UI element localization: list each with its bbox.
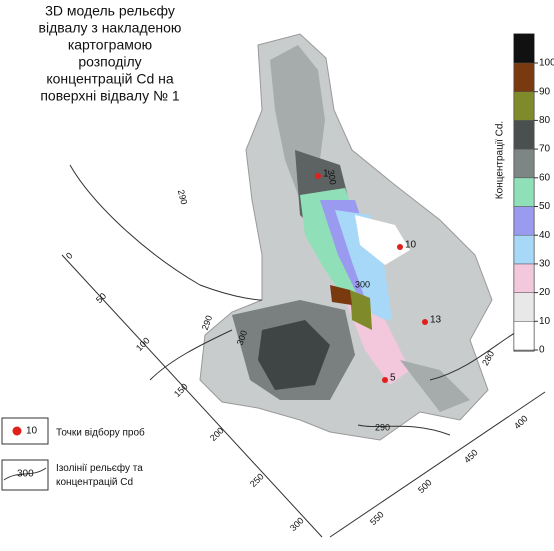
legend-text: Ізолінії рельєфу та концентрацій Cd [56,462,143,488]
colorbar-band [514,120,534,149]
colorbar-tick-label: 50 [539,201,551,212]
colorbar-band [514,92,534,121]
title-line: концентрацій Cd на [46,71,174,87]
page: 3D модель рельєфувідвалу з накладеноюкар… [0,0,554,551]
contour-label: 290 [176,189,190,206]
contour-label: 300 [355,279,370,289]
colorbar-band [514,293,534,322]
sample-point [397,244,403,250]
axis-label: 400 [512,413,530,431]
title-line: картограмою [68,37,152,53]
colorbar-band [514,207,534,236]
contour-label: 280 [480,349,496,367]
colorbar-tick-label: 10 [539,316,551,327]
colorbar-tick-label: 30 [539,259,551,270]
colorbar-over [514,34,534,63]
axis-label: 300 [288,515,306,533]
colorbar-tick-label: 40 [539,230,551,241]
colorbar-tick-label: 100 [539,58,554,69]
colorbar-band [514,178,534,207]
colorbar-tick-label: 70 [539,144,551,155]
legend-marker-label: 10 [26,426,38,437]
colorbar-title: Концентрації Cd. [495,121,506,199]
title-line: розподілу [78,54,141,70]
colorbar-tick-label: 0 [539,345,545,356]
axis-label: 500 [416,477,434,495]
sample-point [422,319,428,325]
sample-point-label: 5 [390,373,396,384]
colorbar-band [514,264,534,293]
colorbar-band [514,149,534,178]
sample-point-label: 1 [323,169,329,180]
legend-text-line: Ізолінії рельєфу та [56,462,143,474]
title-line: відвалу з накладеною [39,20,182,36]
axis-label: 550 [368,509,386,527]
title-line: поверхні відвалу № 1 [40,88,180,104]
colorbar-tick-label: 90 [539,86,551,97]
axis-label: 200 [208,425,226,443]
axis-label: 450 [462,447,480,465]
colorbar-band [514,63,534,92]
colorbar-band [514,321,534,350]
axis-label: 100 [134,335,152,353]
colorbar-tick-label: 60 [539,172,551,183]
colorbar-band [514,235,534,264]
legend-text-line: концентрацій Cd [56,477,133,488]
legend-point [13,427,22,436]
contour-label: 290 [375,422,390,432]
colorbar-tick-label: 80 [539,115,551,126]
colorbar-tick-label: 20 [539,287,551,298]
axis-label: 250 [248,471,266,489]
legend-box [2,418,48,444]
axis-label: 150 [172,381,190,399]
isoline [70,165,262,300]
sample-point-label: 10 [405,240,417,251]
legend-marker-label: 300 [17,469,34,480]
sample-point-label: 13 [430,315,442,326]
sample-point [315,173,321,179]
legend-text: Точки відбору проб [56,427,145,439]
title-line: 3D модель рельєфу [45,3,175,19]
sample-point [382,377,388,383]
